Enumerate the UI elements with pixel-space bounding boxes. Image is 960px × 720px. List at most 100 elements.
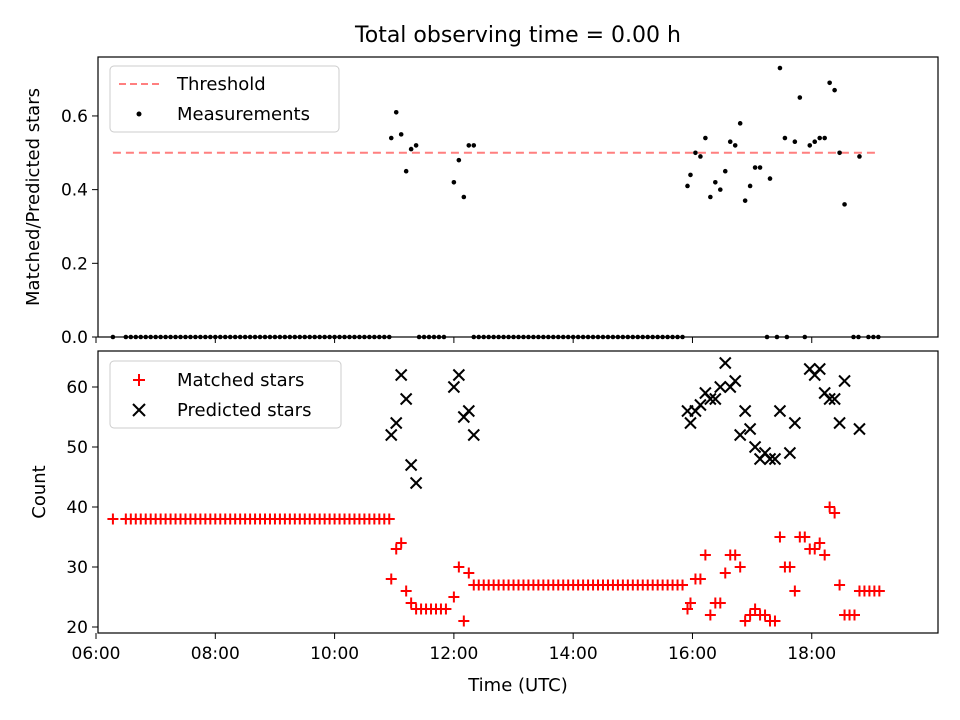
- predicted-star-marker: [733, 428, 747, 442]
- measurement-point: [722, 168, 728, 174]
- measurement-point: [708, 194, 713, 200]
- measurement-point: [466, 143, 472, 148]
- predicted-star-marker: [788, 416, 802, 430]
- measurement-point: [782, 135, 788, 141]
- predicted-star-marker: [394, 368, 408, 382]
- matched-star-marker: [440, 603, 452, 615]
- measurement-point: [698, 154, 703, 159]
- predicted-star-marker: [838, 374, 851, 388]
- predicted-star-marker: [714, 380, 727, 394]
- legend-matched-marker: [133, 374, 145, 386]
- measurement-point: [471, 143, 477, 148]
- bottom-axes-frame: [97, 350, 939, 634]
- measurement-point: [757, 165, 763, 170]
- matched-star-marker: [824, 501, 836, 513]
- matched-star-marker: [719, 567, 731, 579]
- measurement-point: [685, 183, 690, 189]
- legend-measurements-marker: [136, 111, 142, 117]
- measurement-point: [807, 143, 813, 148]
- measurement-point: [812, 139, 818, 145]
- measurement-point: [461, 194, 467, 200]
- legend-measurements-label: Measurements: [177, 104, 310, 125]
- predicted-star-marker: [390, 416, 403, 430]
- matched-star-marker: [729, 549, 741, 561]
- y-tick-label: 0.6: [61, 107, 88, 127]
- matched-star-marker: [774, 531, 786, 543]
- y-tick-label: 30: [66, 558, 88, 578]
- predicted-star-marker: [704, 392, 717, 406]
- predicted-star-marker: [813, 362, 826, 376]
- predicted-star-marker: [768, 452, 782, 466]
- predicted-star-marker: [743, 422, 757, 436]
- matched-star-marker: [829, 507, 841, 519]
- matched-star-marker: [809, 543, 821, 555]
- top-ticks: 0.0 0.2 0.4 0.6: [61, 107, 813, 348]
- measurement-point: [822, 135, 827, 141]
- measurement-point: [688, 172, 693, 178]
- measurement-point: [747, 183, 753, 189]
- legend-predicted-marker: [132, 403, 146, 417]
- predicted-star-marker: [833, 416, 846, 430]
- measurement-point: [817, 135, 823, 141]
- legend-matched-label: Matched stars: [177, 370, 304, 391]
- predicted-star-marker: [404, 458, 418, 472]
- x-tick-label: 12:00: [429, 644, 478, 664]
- predicted-star-marker: [462, 404, 476, 418]
- predicted-star-marker: [853, 422, 866, 436]
- predicted-star-marker: [684, 416, 697, 430]
- measurement-point: [717, 187, 723, 192]
- measurement-point: [842, 202, 847, 207]
- chart-title: Total observing time = 0.00 h: [354, 23, 681, 48]
- y-tick-label: 60: [66, 378, 88, 398]
- matched-star-marker: [107, 513, 119, 525]
- matched-star-marker: [390, 543, 402, 555]
- matched-star-marker: [759, 609, 771, 621]
- matched-star-marker: [834, 579, 846, 591]
- measurement-point: [693, 150, 698, 156]
- predicted-star-marker: [709, 392, 722, 406]
- predicted-star-marker: [773, 404, 787, 418]
- predicted-star-marker: [763, 452, 777, 466]
- x-tick-label: 14:00: [549, 644, 598, 664]
- measurement-point: [797, 95, 803, 100]
- predicted-star-marker: [783, 446, 797, 460]
- matched-star-marker: [405, 597, 417, 609]
- top-y-axis-label: Matched/Predicted stars: [23, 88, 44, 306]
- matched-star-marker: [383, 513, 395, 525]
- matched-star-marker: [458, 615, 470, 627]
- predicted-star-marker: [452, 368, 466, 382]
- measurement-point: [827, 80, 832, 86]
- x-axis-label: Time (UTC): [467, 675, 568, 696]
- bottom-y-axis-label: Count: [29, 465, 50, 518]
- matched-star-marker: [739, 615, 751, 627]
- measurement-point: [451, 179, 457, 185]
- matched-star-marker: [699, 549, 711, 561]
- matched-star-marker: [714, 597, 726, 609]
- measurement-point: [857, 154, 862, 159]
- matched-star-marker: [814, 537, 826, 549]
- measurement-point: [752, 165, 758, 170]
- matched-star-marker: [684, 597, 696, 609]
- measurement-point: [792, 139, 798, 145]
- measurement-point: [727, 139, 733, 145]
- y-tick-label: 20: [66, 618, 88, 638]
- predicted-star-marker: [738, 404, 752, 418]
- measurement-point: [713, 179, 718, 185]
- x-tick-label: 18:00: [787, 644, 836, 664]
- predicted-star-marker: [694, 398, 707, 412]
- measurement-point: [742, 198, 748, 203]
- matched-star-marker: [799, 531, 811, 543]
- top-axes-frame: [97, 56, 939, 338]
- predicted-star-marker: [748, 440, 762, 454]
- predicted-star-marker: [447, 380, 461, 394]
- matched-star-marker: [681, 603, 693, 615]
- bottom-legend-box: [109, 360, 342, 429]
- measurement-point: [403, 168, 409, 174]
- measurement-point: [832, 87, 837, 93]
- matched-star-marker: [749, 603, 761, 615]
- predicted-star-marker: [828, 392, 841, 406]
- matched-star-marker: [704, 609, 716, 621]
- x-tick-label: 08:00: [191, 644, 240, 664]
- measurement-point: [388, 135, 394, 141]
- legend-predicted-label: Predicted stars: [177, 400, 311, 421]
